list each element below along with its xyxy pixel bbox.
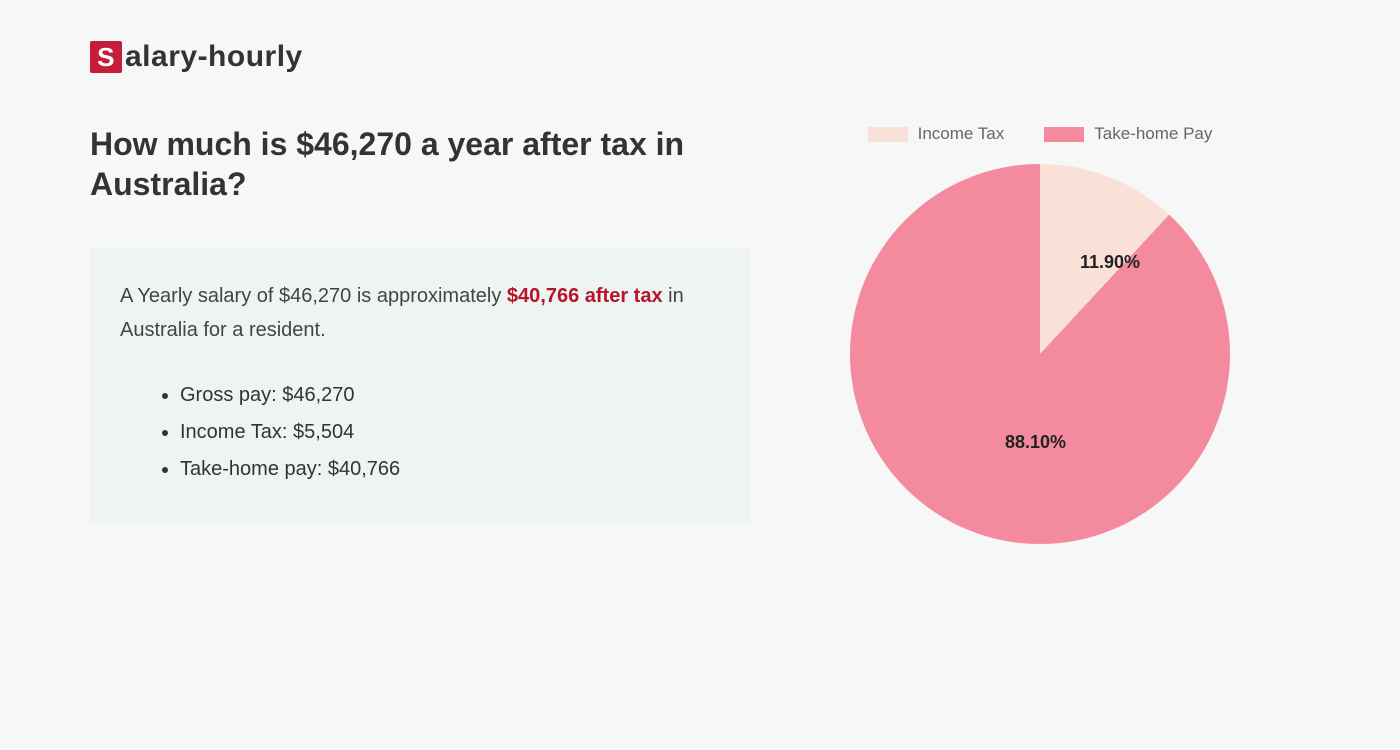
list-item: Gross pay: $46,270	[180, 377, 720, 414]
legend-swatch	[1044, 127, 1084, 142]
logo-badge: S	[90, 41, 122, 73]
legend-label: Take-home Pay	[1094, 124, 1212, 144]
left-column: How much is $46,270 a year after tax in …	[90, 124, 750, 544]
pie-label-take-home: 88.10%	[1005, 432, 1066, 453]
chart-legend: Income Tax Take-home Pay	[868, 124, 1213, 144]
info-box: A Yearly salary of $46,270 is approximat…	[90, 249, 750, 523]
legend-swatch	[868, 127, 908, 142]
info-text: A Yearly salary of $46,270 is approximat…	[120, 279, 720, 347]
legend-label: Income Tax	[918, 124, 1005, 144]
info-highlight: $40,766 after tax	[507, 285, 663, 307]
pie-chart	[850, 164, 1230, 544]
page-heading: How much is $46,270 a year after tax in …	[90, 124, 750, 204]
pie-label-income-tax: 11.90%	[1080, 252, 1140, 273]
legend-item-take-home: Take-home Pay	[1044, 124, 1212, 144]
logo: S alary-hourly	[90, 40, 1310, 74]
list-item: Income Tax: $5,504	[180, 414, 720, 451]
logo-text: alary-hourly	[125, 40, 303, 74]
pie-wrap: 11.90% 88.10%	[850, 164, 1230, 544]
chart-column: Income Tax Take-home Pay 11.90% 88.10%	[830, 124, 1250, 544]
info-list: Gross pay: $46,270 Income Tax: $5,504 Ta…	[120, 377, 720, 488]
legend-item-income-tax: Income Tax	[868, 124, 1005, 144]
list-item: Take-home pay: $40,766	[180, 451, 720, 488]
info-pre: A Yearly salary of $46,270 is approximat…	[120, 285, 507, 307]
content-row: How much is $46,270 a year after tax in …	[90, 124, 1310, 544]
